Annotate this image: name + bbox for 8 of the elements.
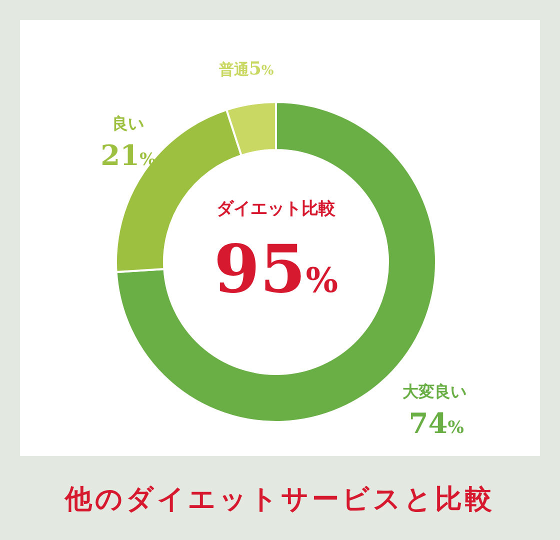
text: ダイエット比較 [216,199,336,219]
data-label: 5% [248,58,274,80]
slice-label: 良い [112,114,144,134]
text: 95% [214,230,338,308]
slice-label: 大変良い [402,382,467,402]
text: 他のダイエットサービスと比較 [64,484,495,515]
slice-label: 普通 [218,60,250,78]
data-label: 74% [408,407,464,440]
